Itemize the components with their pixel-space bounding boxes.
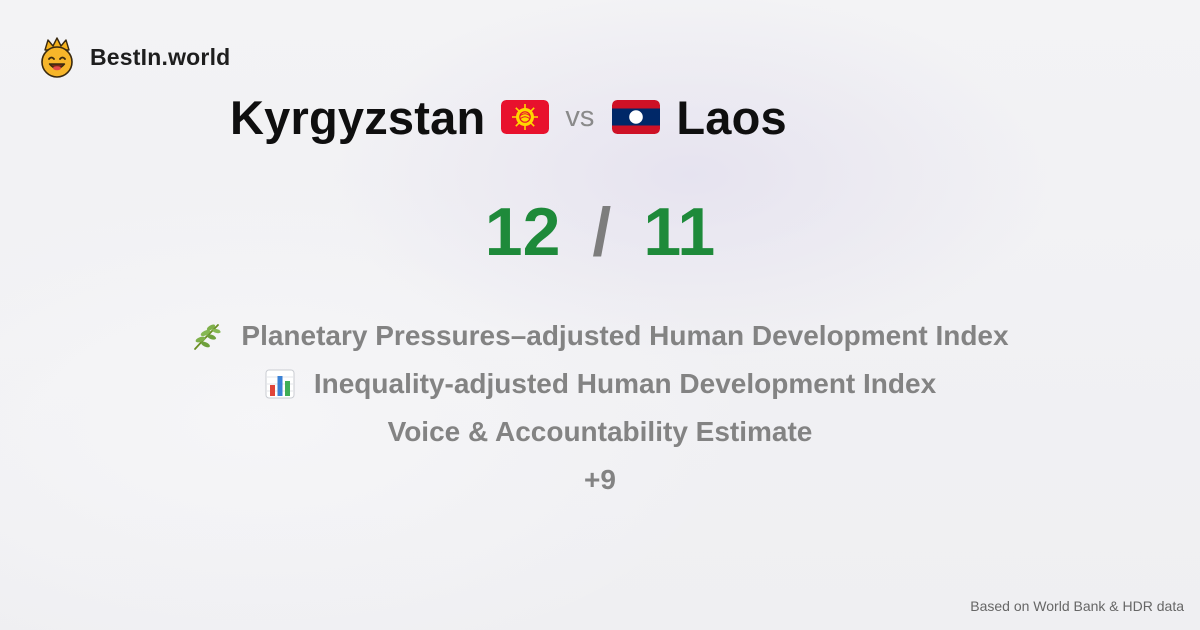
crown-smiley-icon	[41, 37, 73, 78]
country-a-name[interactable]: Kyrgyzstan	[230, 90, 486, 144]
metric-label: Voice & Accountability Estimate	[387, 416, 813, 447]
more-metrics-count[interactable]: +9	[584, 456, 616, 504]
laos-flag-icon	[612, 100, 661, 134]
metrics-list: Planetary Pressures–adjusted Human Devel…	[0, 312, 1200, 504]
country-a-score: 12	[484, 194, 561, 270]
metric-label: +9	[584, 464, 616, 495]
bar-chart-icon	[265, 369, 295, 399]
metric-item: Inequality-adjusted Human Development In…	[264, 360, 936, 408]
country-b-name[interactable]: Laos	[676, 90, 787, 144]
comparison-title: Kyrgyzstan vs Laos	[230, 88, 787, 146]
metric-label: Inequality-adjusted Human Development In…	[313, 368, 937, 399]
leaf-branch-icon	[194, 324, 221, 350]
data-source-note: Based on World Bank & HDR data	[970, 598, 1184, 614]
kyrgyzstan-flag-icon	[501, 100, 550, 134]
score-display: 12 / 11	[0, 192, 1200, 272]
brand-name: BestIn.world	[90, 43, 231, 70]
brand-logo[interactable]: BestIn.world	[38, 36, 230, 78]
vs-label: vs	[565, 100, 595, 133]
score-separator: /	[592, 194, 612, 270]
metric-item: Planetary Pressures–adjusted Human Devel…	[191, 312, 1009, 360]
metric-label: Planetary Pressures–adjusted Human Devel…	[241, 320, 1009, 351]
metric-item: Voice & Accountability Estimate	[388, 408, 813, 456]
country-b-score: 11	[643, 194, 716, 270]
